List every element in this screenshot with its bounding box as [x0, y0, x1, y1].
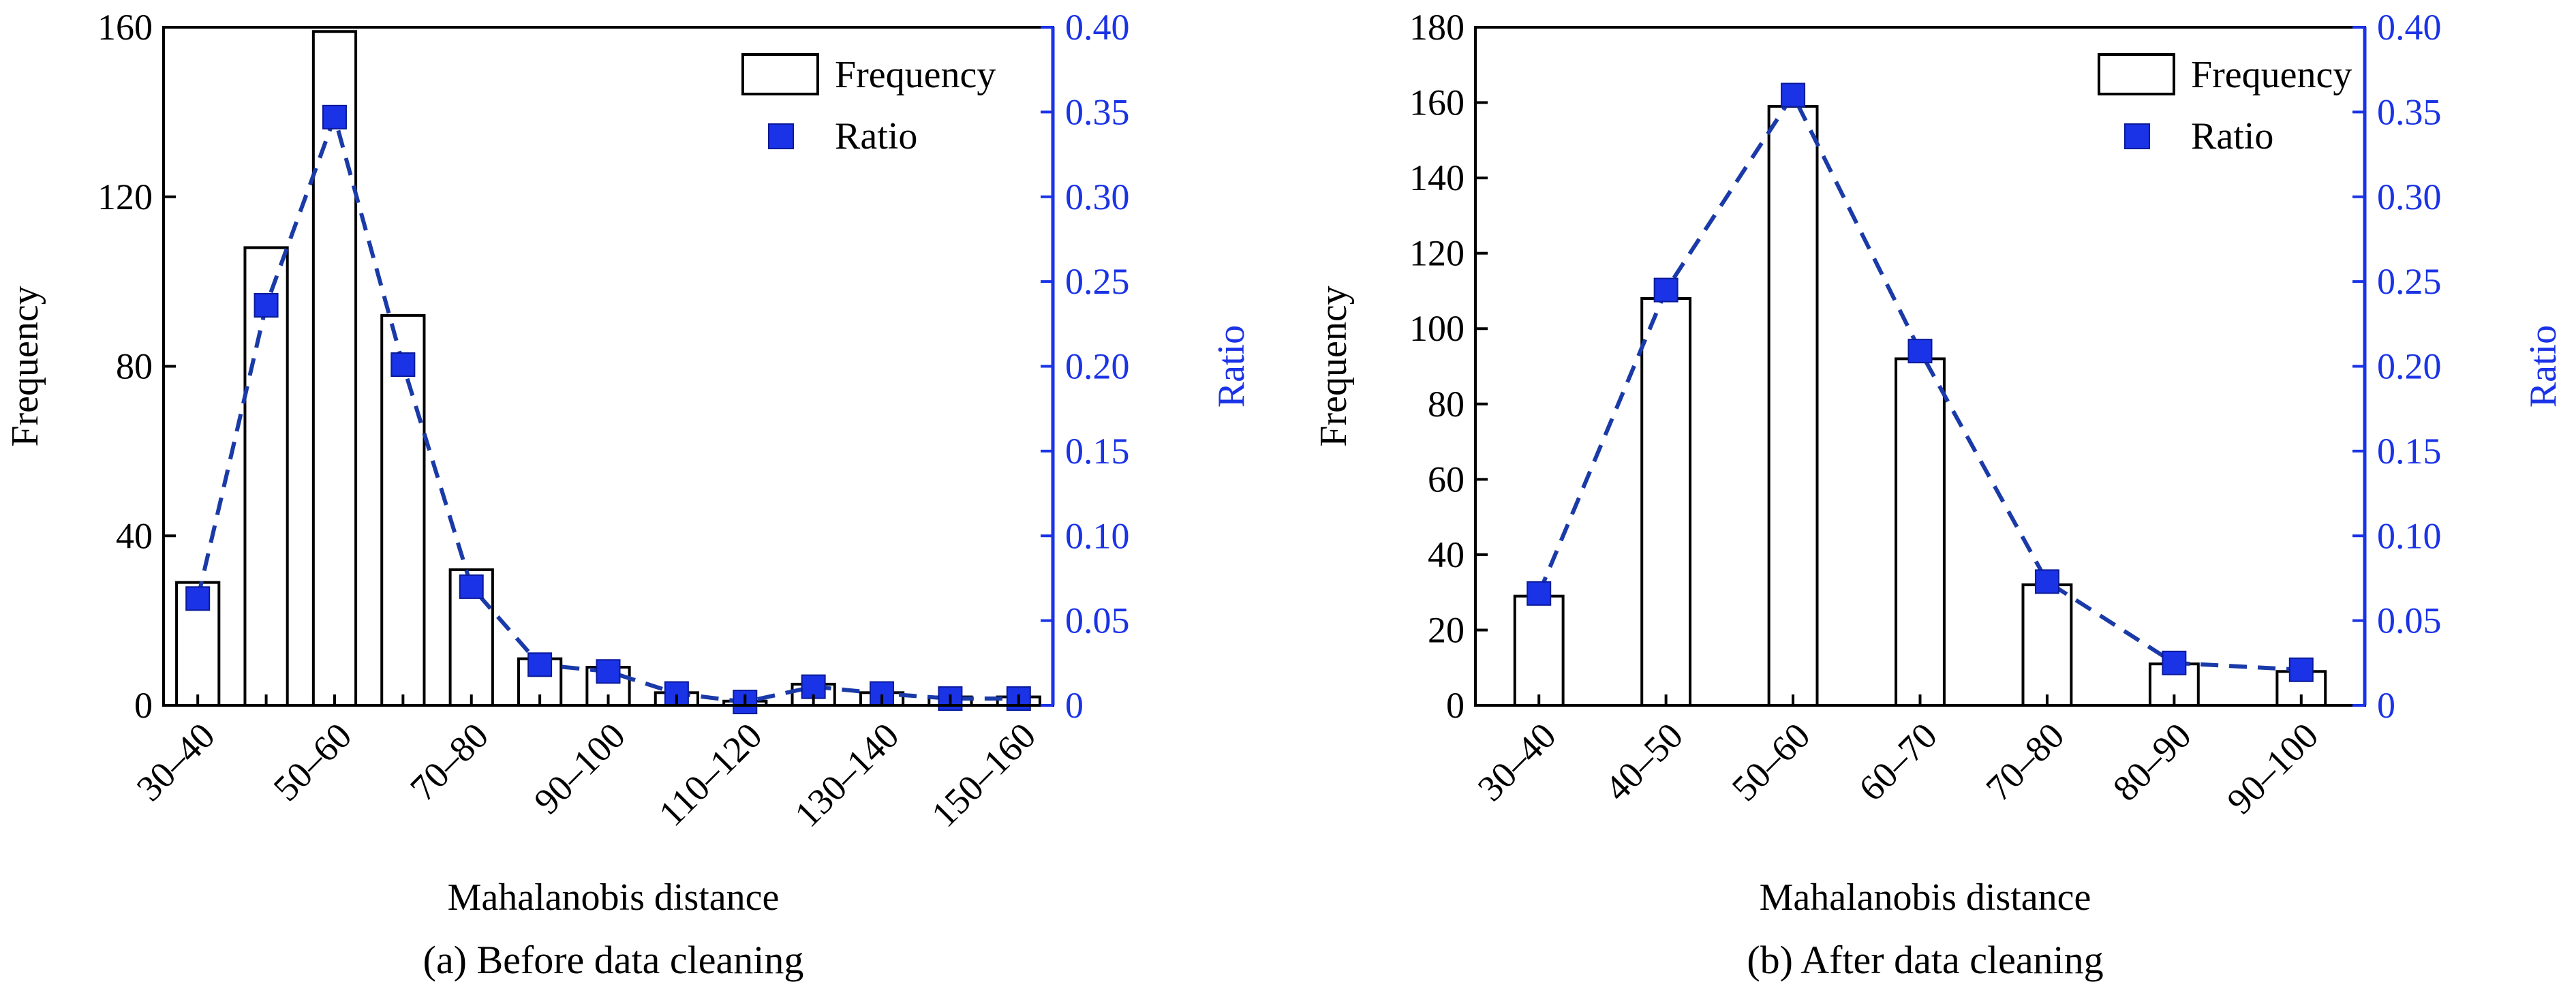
x-tick-label: 30–40: [129, 715, 223, 809]
x-axis-title: Mahalanobis distance: [1760, 876, 2091, 919]
ratio-point: [527, 652, 553, 677]
y2-axis-title: Ratio: [1210, 325, 1253, 408]
x-tick-label: 110–120: [651, 715, 770, 834]
y-tick-label: 160: [97, 7, 153, 48]
ratio-point: [2162, 650, 2187, 675]
y-tick-label: 80: [1428, 384, 1465, 425]
frequency-bar: [2021, 583, 2073, 707]
x-tick-label: 70–80: [402, 715, 496, 809]
y2-tick-label: 0.20: [1065, 346, 1130, 387]
ratio-point: [2288, 657, 2314, 682]
legend-ratio-marker: [768, 123, 794, 149]
y-tick-label: 120: [97, 177, 153, 217]
x-axis-title: Mahalanobis distance: [448, 876, 780, 919]
ratio-point: [254, 292, 279, 318]
frequency-bar: [311, 30, 358, 707]
chart-after-cleaning: 0 20 40 60 80 100 120 140 160 180 0 0.05 0.10 0.15 0.2…: [1313, 7, 2564, 982]
y2-tick-label: 0.05: [2377, 600, 2442, 641]
x-tick-label: 60–70: [1851, 715, 1945, 809]
y2-axis-title: Ratio: [2522, 325, 2564, 408]
ratio-point: [185, 586, 211, 611]
y2-tick-label: 0.30: [1065, 177, 1130, 217]
legend-frequency-label: Frequency: [835, 54, 996, 96]
frequency-bar: [1640, 297, 1692, 707]
y2-tick-label: 0.15: [1065, 431, 1130, 472]
y2-tick-label: 0.20: [2377, 346, 2442, 387]
y2-tick-label: 0.25: [2377, 261, 2442, 302]
legend-frequency-swatch: [2098, 53, 2175, 95]
y2-tick-label: 0.10: [1065, 515, 1130, 556]
y-tick-label: 180: [1409, 7, 1465, 48]
ratio-point: [2034, 569, 2059, 594]
ratio-point: [1781, 82, 1806, 108]
chart-before-cleaning: 0 40 80 120 160 0 0.05 0.10 0.15 0.20 0.25 0.30 0.35…: [4, 7, 1253, 982]
plot-frame: [162, 26, 1054, 707]
y2-tick-label: 0.35: [1065, 91, 1130, 132]
y2-tick-label: 0.10: [2377, 515, 2442, 556]
frequency-bar: [448, 568, 494, 707]
legend-ratio-label: Ratio: [835, 115, 917, 157]
x-tick-label: 130–140: [786, 715, 906, 835]
y-tick-label: 80: [116, 346, 153, 387]
frequency-bar: [1895, 357, 1946, 707]
ratio-point: [1527, 581, 1552, 606]
x-tick-label: 70–80: [1978, 715, 2072, 809]
x-tick-label: 40–50: [1597, 715, 1691, 809]
y-tick-label: 60: [1428, 459, 1465, 500]
y-tick-label: 0: [1446, 685, 1465, 726]
figure-caption: (a) Before data cleaning: [423, 938, 804, 982]
x-tick-label: 90–100: [526, 715, 633, 822]
frequency-bar: [1513, 594, 1565, 707]
frequency-bar: [1767, 105, 1819, 707]
ratio-point: [596, 659, 621, 684]
y-tick-label: 20: [1428, 609, 1465, 650]
ratio-point: [390, 352, 416, 378]
y2-tick-label: 0.15: [2377, 431, 2442, 472]
x-tick-label: 50–60: [266, 715, 360, 809]
y2-tick-label: 0.40: [1065, 7, 1130, 48]
y-tick-label: 160: [1409, 82, 1465, 123]
x-tick-label: 80–90: [2105, 715, 2199, 809]
legend-frequency-label: Frequency: [2191, 54, 2352, 96]
x-tick-label: 30–40: [1470, 715, 1564, 809]
ratio-point: [1653, 277, 1678, 303]
legend-ratio-label: Ratio: [2191, 115, 2273, 157]
y-axis-title: Frequency: [1313, 286, 1355, 446]
y-tick-label: 40: [1428, 534, 1465, 575]
legend-ratio-marker: [2124, 123, 2150, 149]
y2-tick-label: 0: [2377, 685, 2395, 726]
x-tick-label: 50–60: [1724, 715, 1818, 809]
y-tick-label: 140: [1409, 157, 1465, 198]
figure-caption: (b) After data cleaning: [1747, 938, 2103, 982]
y-axis-title: Frequency: [4, 286, 46, 446]
x-tick-label: 90–100: [2219, 715, 2326, 822]
ratio-point: [322, 104, 347, 129]
y2-tick-label: 0: [1065, 685, 1084, 726]
y-tick-label: 40: [116, 515, 153, 556]
y2-tick-label: 0.40: [2377, 7, 2442, 48]
y2-tick-label: 0.25: [1065, 261, 1130, 302]
legend-frequency-swatch: [741, 53, 819, 95]
y2-tick-label: 0.30: [2377, 177, 2442, 217]
y-tick-label: 100: [1409, 308, 1465, 349]
y-tick-label: 120: [1409, 233, 1465, 274]
y-tick-label: 0: [134, 685, 153, 726]
ratio-point: [1907, 339, 1933, 364]
x-tick-label: 150–160: [923, 715, 1043, 835]
ratio-point: [459, 574, 484, 599]
y2-tick-label: 0.35: [2377, 91, 2442, 132]
y2-tick-label: 0.05: [1065, 600, 1130, 641]
